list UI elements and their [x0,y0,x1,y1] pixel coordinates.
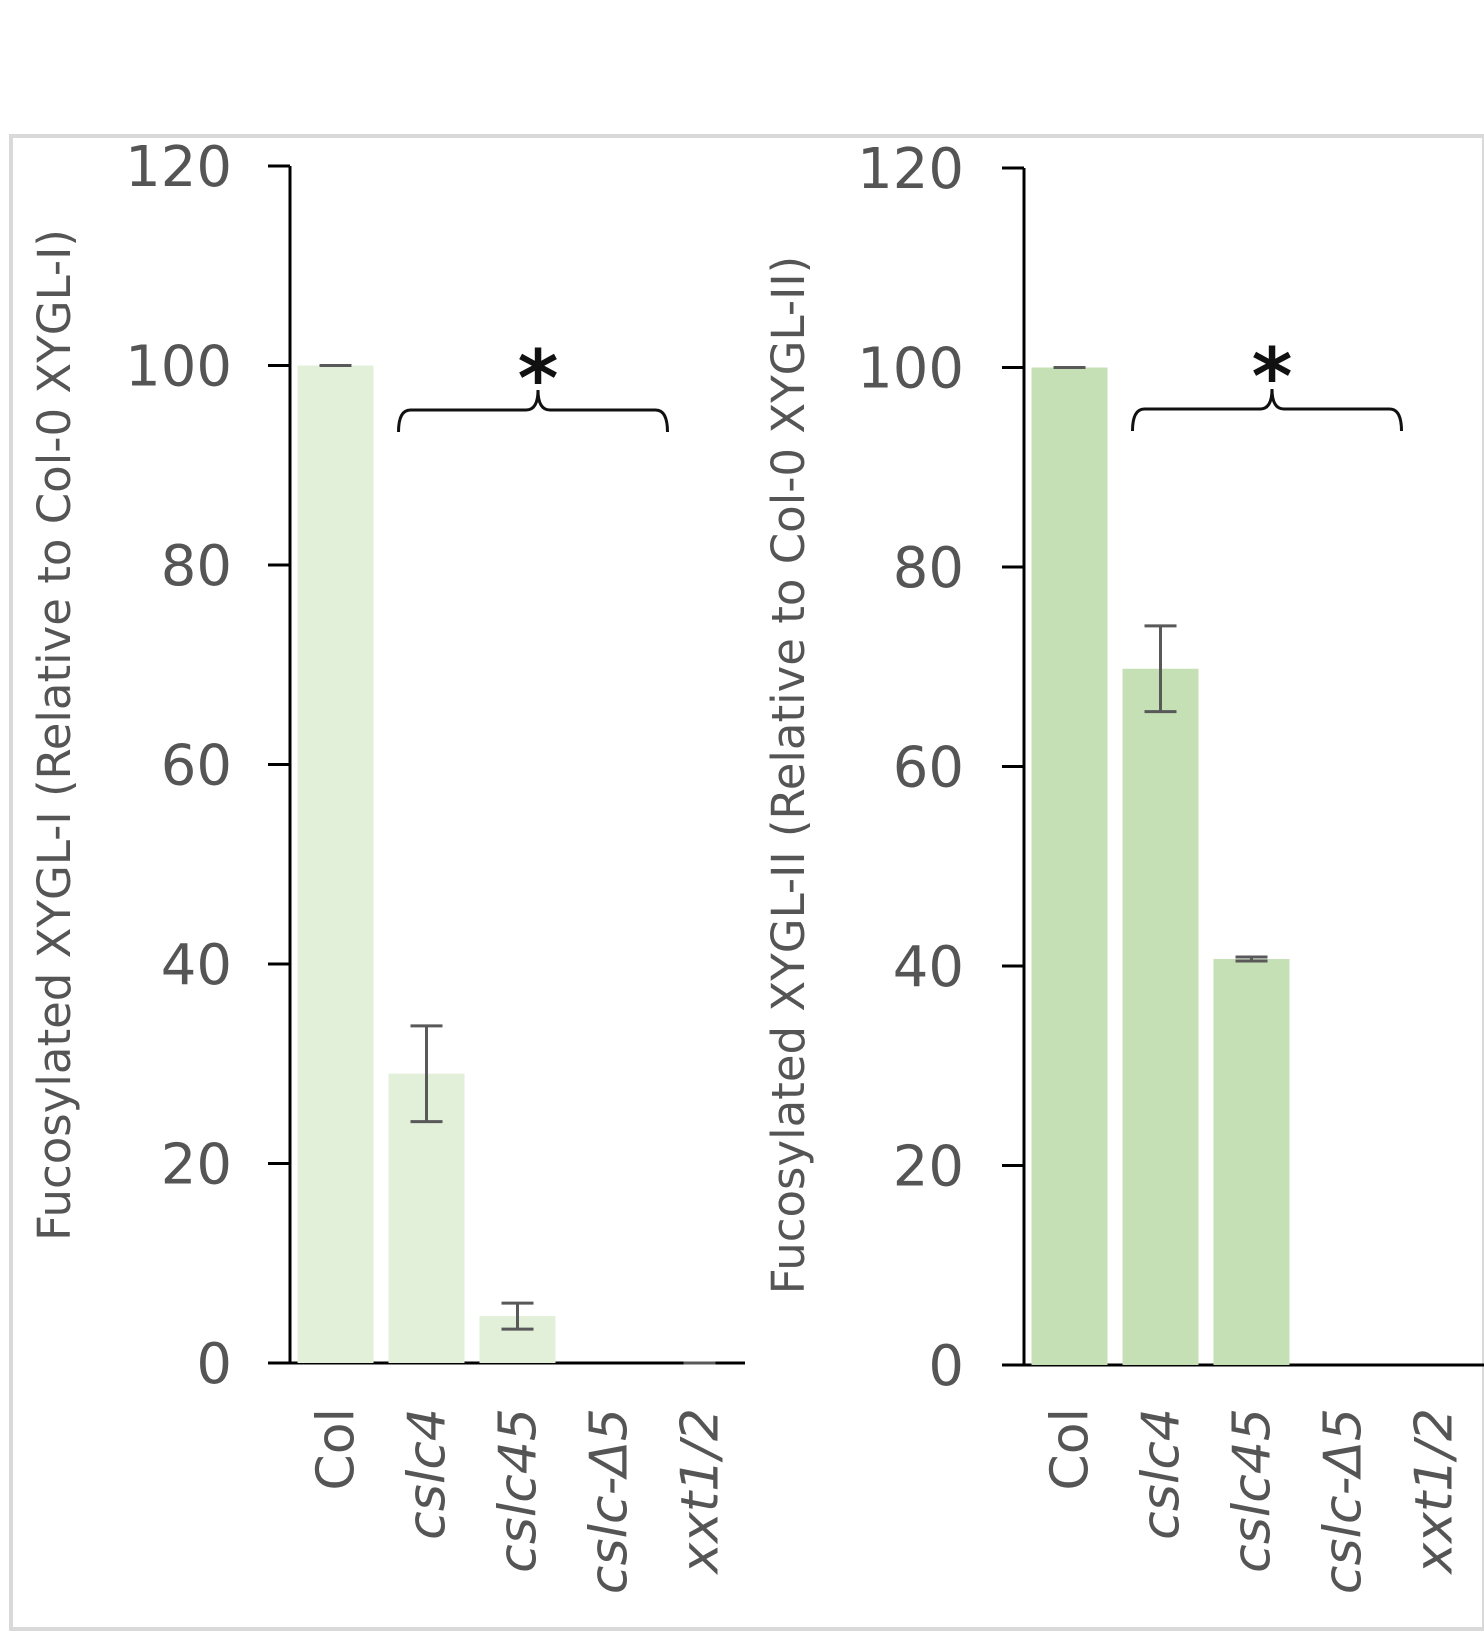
category-label: cslc4 [1132,1408,1192,1540]
y-axis-title: Fucosylated XYGL-II (Relative to Col-0 X… [762,256,815,1294]
y-tick-label: 120 [857,137,964,202]
y-tick-label: 80 [161,534,232,599]
significance-asterisk: * [1252,333,1293,423]
figure-frame [9,134,1484,1631]
y-tick-label: 60 [893,736,964,801]
y-tick-label: 20 [161,1133,232,1198]
significance-brace [397,389,669,433]
y-tick-label: 80 [893,536,964,601]
bar [297,365,374,1363]
y-tick-label: 40 [893,935,964,1000]
category-label: cslc45 [1223,1408,1283,1573]
y-tick-label: 0 [196,1332,232,1397]
y-tick-label: 100 [857,337,964,402]
category-label: xxt1/2 [1405,1408,1465,1576]
category-label: cslc45 [489,1408,549,1573]
y-tick-label: 0 [928,1334,964,1399]
y-tick-label: 60 [161,734,232,799]
bar [1213,959,1290,1365]
y-tick-label: 120 [125,135,232,200]
category-label: cslc-Δ5 [1314,1408,1374,1594]
category-label: Col [1041,1408,1101,1491]
category-label: Col [307,1408,367,1491]
y-tick-label: 40 [161,933,232,998]
category-label: cslc4 [398,1408,458,1540]
significance-asterisk: * [518,335,559,425]
category-label: xxt1/2 [671,1408,731,1576]
category-label: cslc-Δ5 [580,1408,640,1594]
y-axis-title: Fucosylated XYGL-I (Relative to Col-0 XY… [28,229,81,1241]
y-tick-label: 100 [125,335,232,400]
y-tick-label: 20 [893,1135,964,1200]
chart-panel-xygl-i: 0 20 40 60 80 100 120 Fucosylated XYGL-I (Relat… [28,135,745,1594]
bar [1122,668,1199,1365]
chart-panel-xygl-ii: 0 20 40 60 80 100 120 Fucosylated XYGL-II (Rela… [762,137,1484,1594]
significance-brace [1131,388,1403,432]
bar [1031,367,1108,1365]
